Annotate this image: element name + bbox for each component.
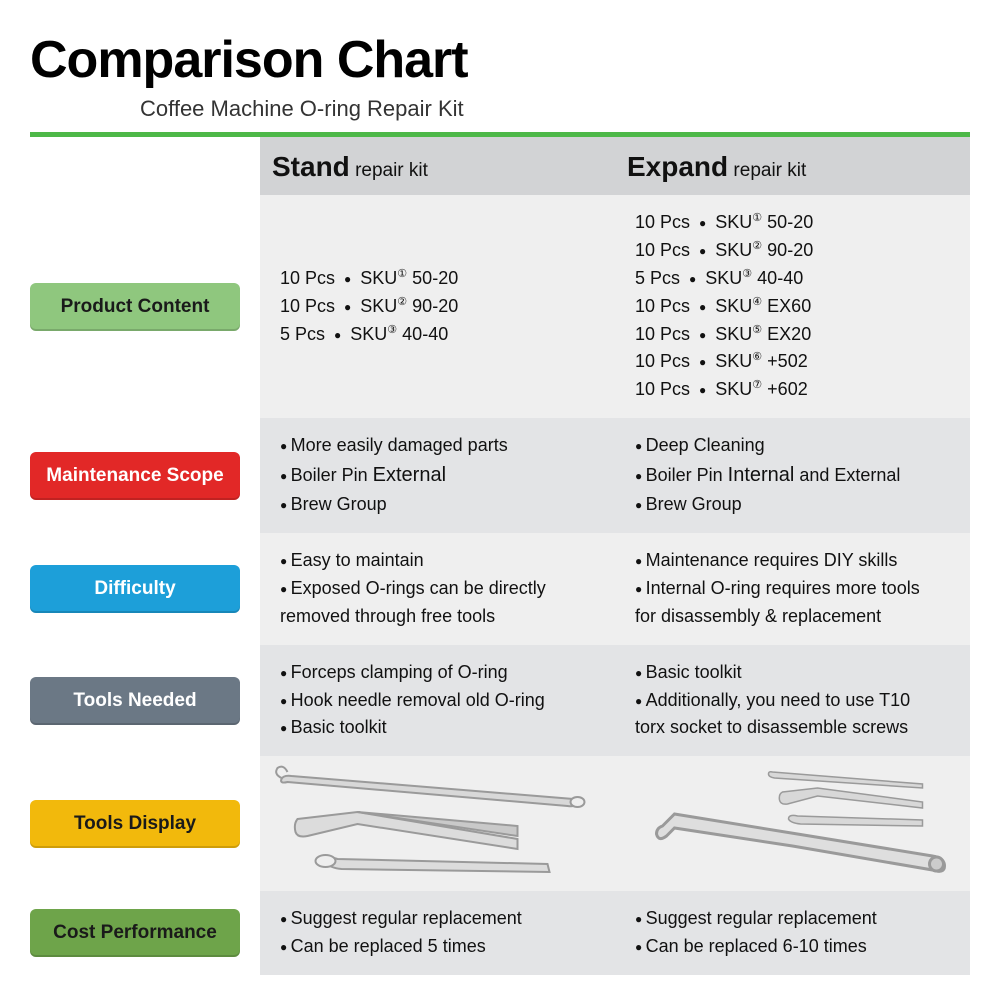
display-stand xyxy=(260,756,615,891)
tools-illustration-stand xyxy=(266,764,609,874)
product-expand: 10 Pcs ● SKU① 50-2010 Pcs ● SKU② 90-205 … xyxy=(615,195,970,418)
row-label-cost: Cost Performance xyxy=(30,891,260,975)
diff-expand: Maintenance requires DIY skillsInternal … xyxy=(615,533,970,645)
row-label-display: Tools Display xyxy=(30,756,260,891)
diff-stand: Easy to maintainExposed O-rings can be d… xyxy=(260,533,615,645)
tools-stand: Forceps clamping of O-ringHook needle re… xyxy=(260,645,615,757)
page-title: Comparison Chart xyxy=(30,30,980,90)
display-expand xyxy=(615,756,970,891)
tools-illustration-expand xyxy=(621,764,964,874)
page-subtitle: Coffee Machine O-ring Repair Kit xyxy=(140,96,980,122)
tools-expand: Basic toolkitAdditionally, you need to u… xyxy=(615,645,970,757)
product-stand: 10 Pcs ● SKU① 50-2010 Pcs ● SKU② 90-20 5… xyxy=(260,195,615,418)
maint-stand: More easily damaged partsBoiler Pin Exte… xyxy=(260,418,615,533)
col-header-expand: Expand repair kit xyxy=(615,137,970,195)
row-label-product: Product Content xyxy=(30,195,260,418)
row-label-tools: Tools Needed xyxy=(30,645,260,757)
cost-stand: Suggest regular replacementCan be replac… xyxy=(260,891,615,975)
header-spacer xyxy=(30,137,260,195)
col-header-stand: Stand repair kit xyxy=(260,137,615,195)
cost-expand: Suggest regular replacementCan be replac… xyxy=(615,891,970,975)
comparison-table: Stand repair kit Expand repair kit Produ… xyxy=(30,137,970,975)
row-label-diff: Difficulty xyxy=(30,533,260,645)
row-label-maint: Maintenance Scope xyxy=(30,418,260,533)
maint-expand: Deep CleaningBoiler Pin Internal and Ext… xyxy=(615,418,970,533)
